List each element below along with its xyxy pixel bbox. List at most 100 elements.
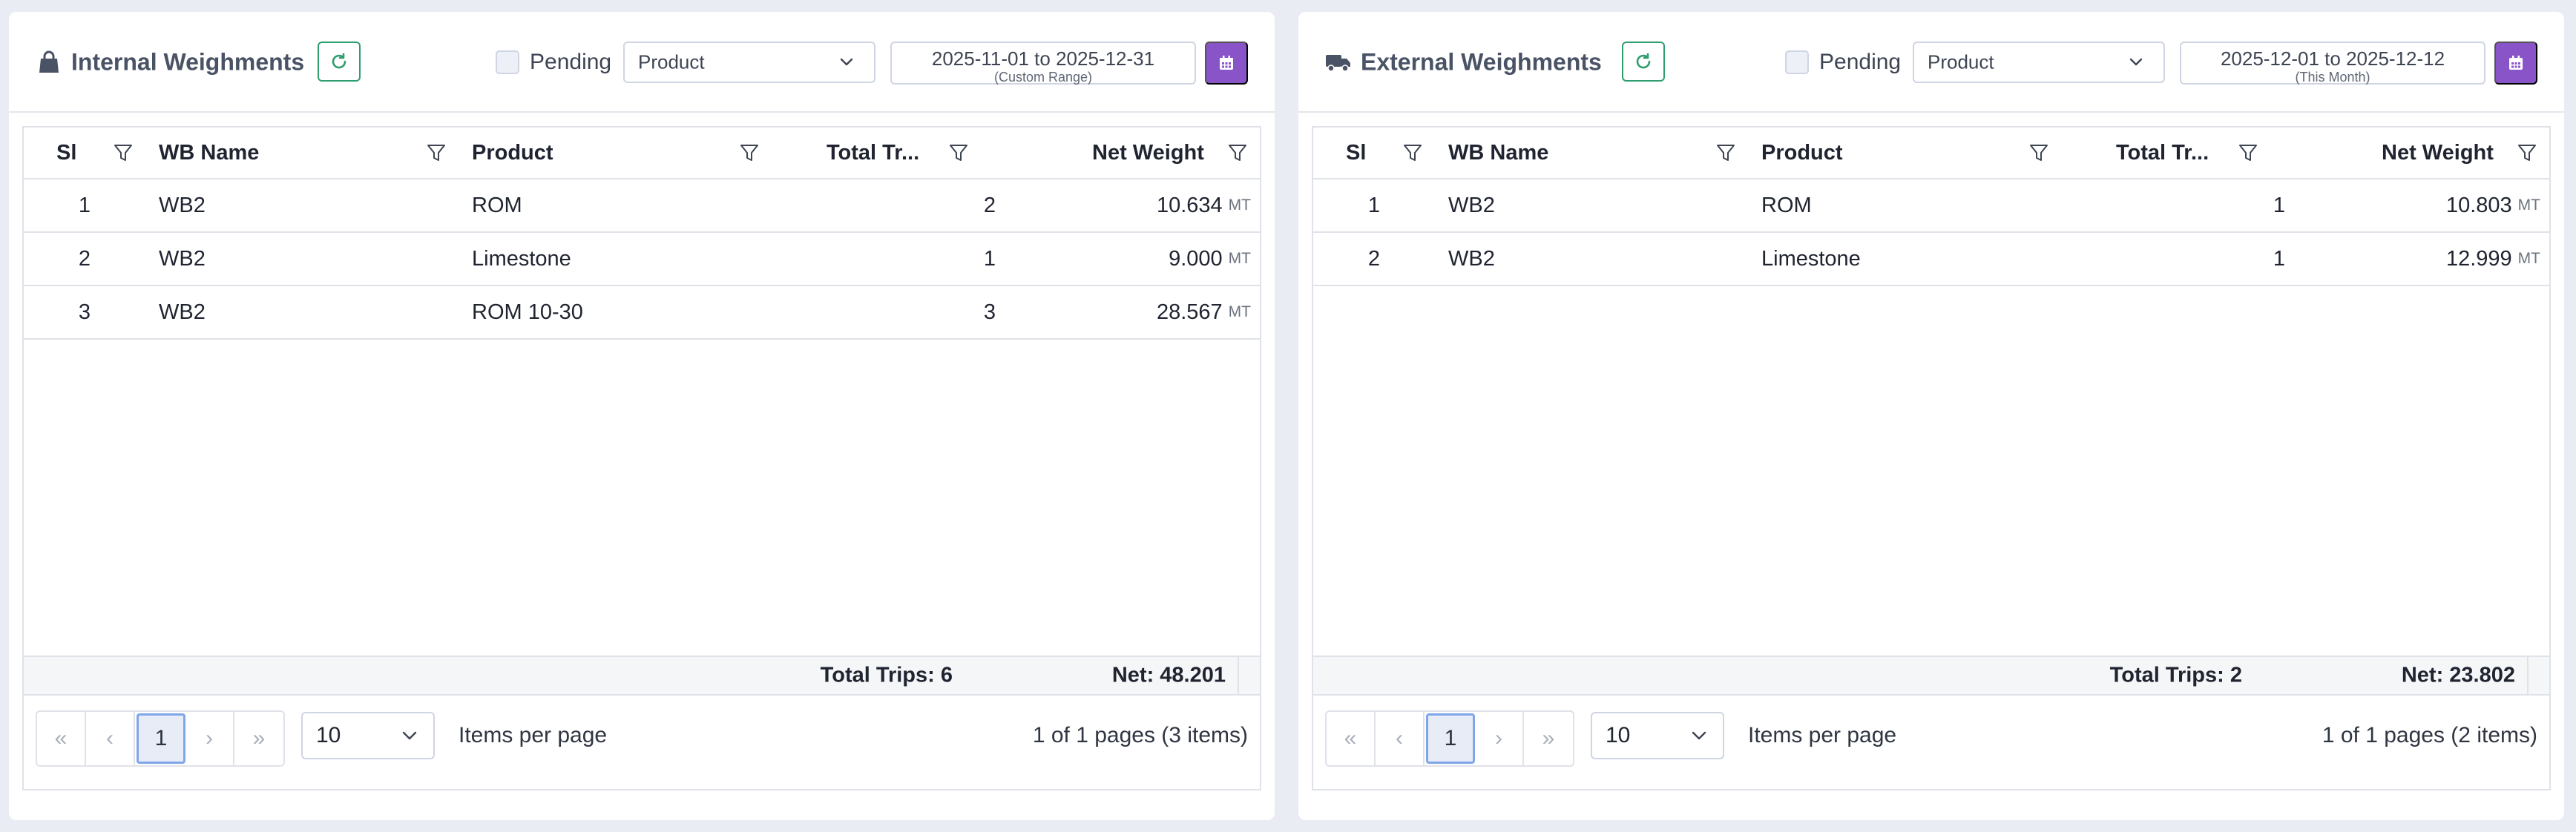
filter-icon[interactable] bbox=[1226, 141, 1249, 165]
grid-header: Sl WB Name Product Total Tr... Net Weigh… bbox=[24, 128, 1260, 179]
chevron-down-icon bbox=[840, 58, 853, 66]
external-grid: Sl WB Name Product Total Tr... Net Weigh… bbox=[1312, 126, 2551, 790]
previous-page-button[interactable]: ‹ bbox=[1376, 712, 1425, 765]
items-per-page-label: Items per page bbox=[1748, 723, 1897, 747]
pending-label: Pending bbox=[530, 50, 612, 74]
product-select[interactable]: Product bbox=[623, 42, 875, 83]
divider bbox=[1238, 657, 1239, 694]
first-page-button[interactable]: « bbox=[1327, 712, 1376, 765]
column-header-net-weight[interactable]: Net Weight bbox=[2382, 140, 2494, 165]
column-header-sl[interactable]: Sl bbox=[56, 140, 77, 165]
table-row[interactable]: 1 WB2 ROM 1 10.803 MT bbox=[1313, 179, 2549, 233]
net-weight-value: 12.999 bbox=[2445, 246, 2512, 271]
filter-icon[interactable] bbox=[111, 141, 135, 165]
page-button-1[interactable]: 1 bbox=[1426, 713, 1475, 764]
next-page-button[interactable]: › bbox=[185, 712, 234, 765]
product-select-value: Product bbox=[1928, 50, 1994, 73]
date-range-value: 2025-12-01 to 2025-12-12 bbox=[2220, 47, 2445, 70]
internal-grid: Sl WB Name Product Total Tr... Net Weigh… bbox=[22, 126, 1261, 790]
table-row[interactable]: 2 WB2 Limestone 1 9.000 MT bbox=[24, 233, 1260, 286]
page-button-1[interactable]: 1 bbox=[137, 713, 185, 764]
pending-checkbox[interactable] bbox=[496, 50, 519, 74]
filter-icon[interactable] bbox=[2515, 141, 2539, 165]
cell-product: ROM bbox=[1761, 193, 1812, 217]
refresh-icon bbox=[332, 53, 346, 69]
page-size-select[interactable]: 10 bbox=[1591, 712, 1724, 759]
page-info: 1 of 1 pages (2 items) bbox=[2322, 723, 2537, 747]
cell-wb-name: WB2 bbox=[159, 246, 206, 271]
cell-total-trips: 1 bbox=[2273, 193, 2285, 217]
totals-footer: Total Trips: 6 Net: 48.201 bbox=[24, 656, 1260, 696]
calendar-button[interactable] bbox=[2494, 42, 2537, 85]
refresh-icon bbox=[1636, 53, 1651, 69]
column-header-wb-name[interactable]: WB Name bbox=[1448, 140, 1549, 165]
table-row[interactable]: 3 WB2 ROM 10-30 3 28.567 MT bbox=[24, 286, 1260, 340]
refresh-button[interactable] bbox=[318, 42, 361, 82]
unit-label: MT bbox=[2517, 197, 2540, 214]
filter-icon[interactable] bbox=[737, 141, 761, 165]
date-range-field[interactable]: 2025-12-01 to 2025-12-12 (This Month) bbox=[2180, 42, 2485, 85]
filter-icon[interactable] bbox=[2027, 141, 2051, 165]
unit-label: MT bbox=[1228, 303, 1251, 320]
net-weight-value: 28.567 bbox=[1156, 300, 1223, 324]
next-page-button[interactable]: › bbox=[1475, 712, 1524, 765]
table-row[interactable]: 1 WB2 ROM 2 10.634 MT bbox=[24, 179, 1260, 233]
cell-net-weight: 9.000 MT bbox=[1092, 233, 1251, 285]
card-header: Internal Weighments Pending Product 2025… bbox=[9, 12, 1275, 113]
page-size-value: 10 bbox=[316, 723, 341, 747]
total-trips-summary: Total Trips: 2 bbox=[2109, 663, 2242, 687]
last-page-button[interactable]: » bbox=[1542, 726, 1555, 750]
cell-total-trips: 1 bbox=[2273, 246, 2285, 271]
column-header-net-weight[interactable]: Net Weight bbox=[1092, 140, 1204, 165]
unit-label: MT bbox=[1228, 197, 1251, 214]
last-page-button[interactable]: » bbox=[252, 726, 266, 750]
grid-header: Sl WB Name Product Total Tr... Net Weigh… bbox=[1313, 128, 2549, 179]
date-range-note: (This Month) bbox=[2295, 70, 2370, 85]
page-size-select[interactable]: 10 bbox=[301, 712, 435, 759]
filter-icon[interactable] bbox=[2236, 141, 2260, 165]
pending-label: Pending bbox=[1819, 50, 1902, 74]
column-header-total-trips[interactable]: Total Tr... bbox=[827, 140, 920, 165]
cell-wb-name: WB2 bbox=[159, 193, 206, 217]
chevron-down-icon bbox=[1692, 731, 1706, 740]
column-header-product[interactable]: Product bbox=[472, 140, 553, 165]
filter-icon[interactable] bbox=[1401, 141, 1425, 165]
external-weighments-card: External Weighments Pending Product 2025… bbox=[1298, 12, 2564, 820]
cell-net-weight: 12.999 MT bbox=[2382, 233, 2540, 285]
cell-net-weight: 10.634 MT bbox=[1092, 179, 1251, 231]
calendar-button[interactable] bbox=[1205, 42, 1248, 85]
card-title: Internal Weighments bbox=[71, 48, 305, 76]
unit-label: MT bbox=[2517, 250, 2540, 267]
table-row[interactable]: 2 WB2 Limestone 1 12.999 MT bbox=[1313, 233, 2549, 286]
refresh-button[interactable] bbox=[1622, 42, 1665, 82]
cell-product: Limestone bbox=[1761, 246, 1861, 271]
date-range-field[interactable]: 2025-11-01 to 2025-12-31 (Custom Range) bbox=[890, 42, 1196, 85]
cell-wb-name: WB2 bbox=[1448, 193, 1495, 217]
pending-checkbox[interactable] bbox=[1785, 50, 1809, 74]
cell-wb-name: WB2 bbox=[159, 300, 206, 324]
cell-sl: 3 bbox=[78, 300, 91, 324]
previous-page-button[interactable]: ‹ bbox=[86, 712, 135, 765]
column-header-wb-name[interactable]: WB Name bbox=[159, 140, 260, 165]
totals-footer: Total Trips: 2 Net: 23.802 bbox=[1313, 656, 2549, 696]
filter-icon[interactable] bbox=[1714, 141, 1738, 165]
pagination: « ‹ 1 › » bbox=[36, 710, 285, 767]
filter-icon[interactable] bbox=[947, 141, 970, 165]
calendar-icon bbox=[1220, 56, 1233, 70]
first-page-button[interactable]: « bbox=[37, 712, 86, 765]
column-header-product[interactable]: Product bbox=[1761, 140, 1843, 165]
cell-sl: 2 bbox=[78, 246, 91, 271]
date-range-value: 2025-11-01 to 2025-12-31 bbox=[931, 47, 1155, 70]
page-size-value: 10 bbox=[1606, 723, 1631, 747]
internal-weighments-card: Internal Weighments Pending Product 2025… bbox=[9, 12, 1275, 820]
pagination: « ‹ 1 › » bbox=[1325, 710, 1574, 767]
calendar-icon bbox=[2509, 56, 2523, 70]
column-header-sl[interactable]: Sl bbox=[1346, 140, 1367, 165]
truck-icon bbox=[1325, 49, 1352, 76]
column-header-total-trips[interactable]: Total Tr... bbox=[2116, 140, 2209, 165]
cell-total-trips: 3 bbox=[983, 300, 996, 324]
filter-icon[interactable] bbox=[424, 141, 448, 165]
cell-product: ROM 10-30 bbox=[472, 300, 583, 324]
product-select[interactable]: Product bbox=[1913, 42, 2165, 83]
card-title: External Weighments bbox=[1361, 48, 1602, 76]
